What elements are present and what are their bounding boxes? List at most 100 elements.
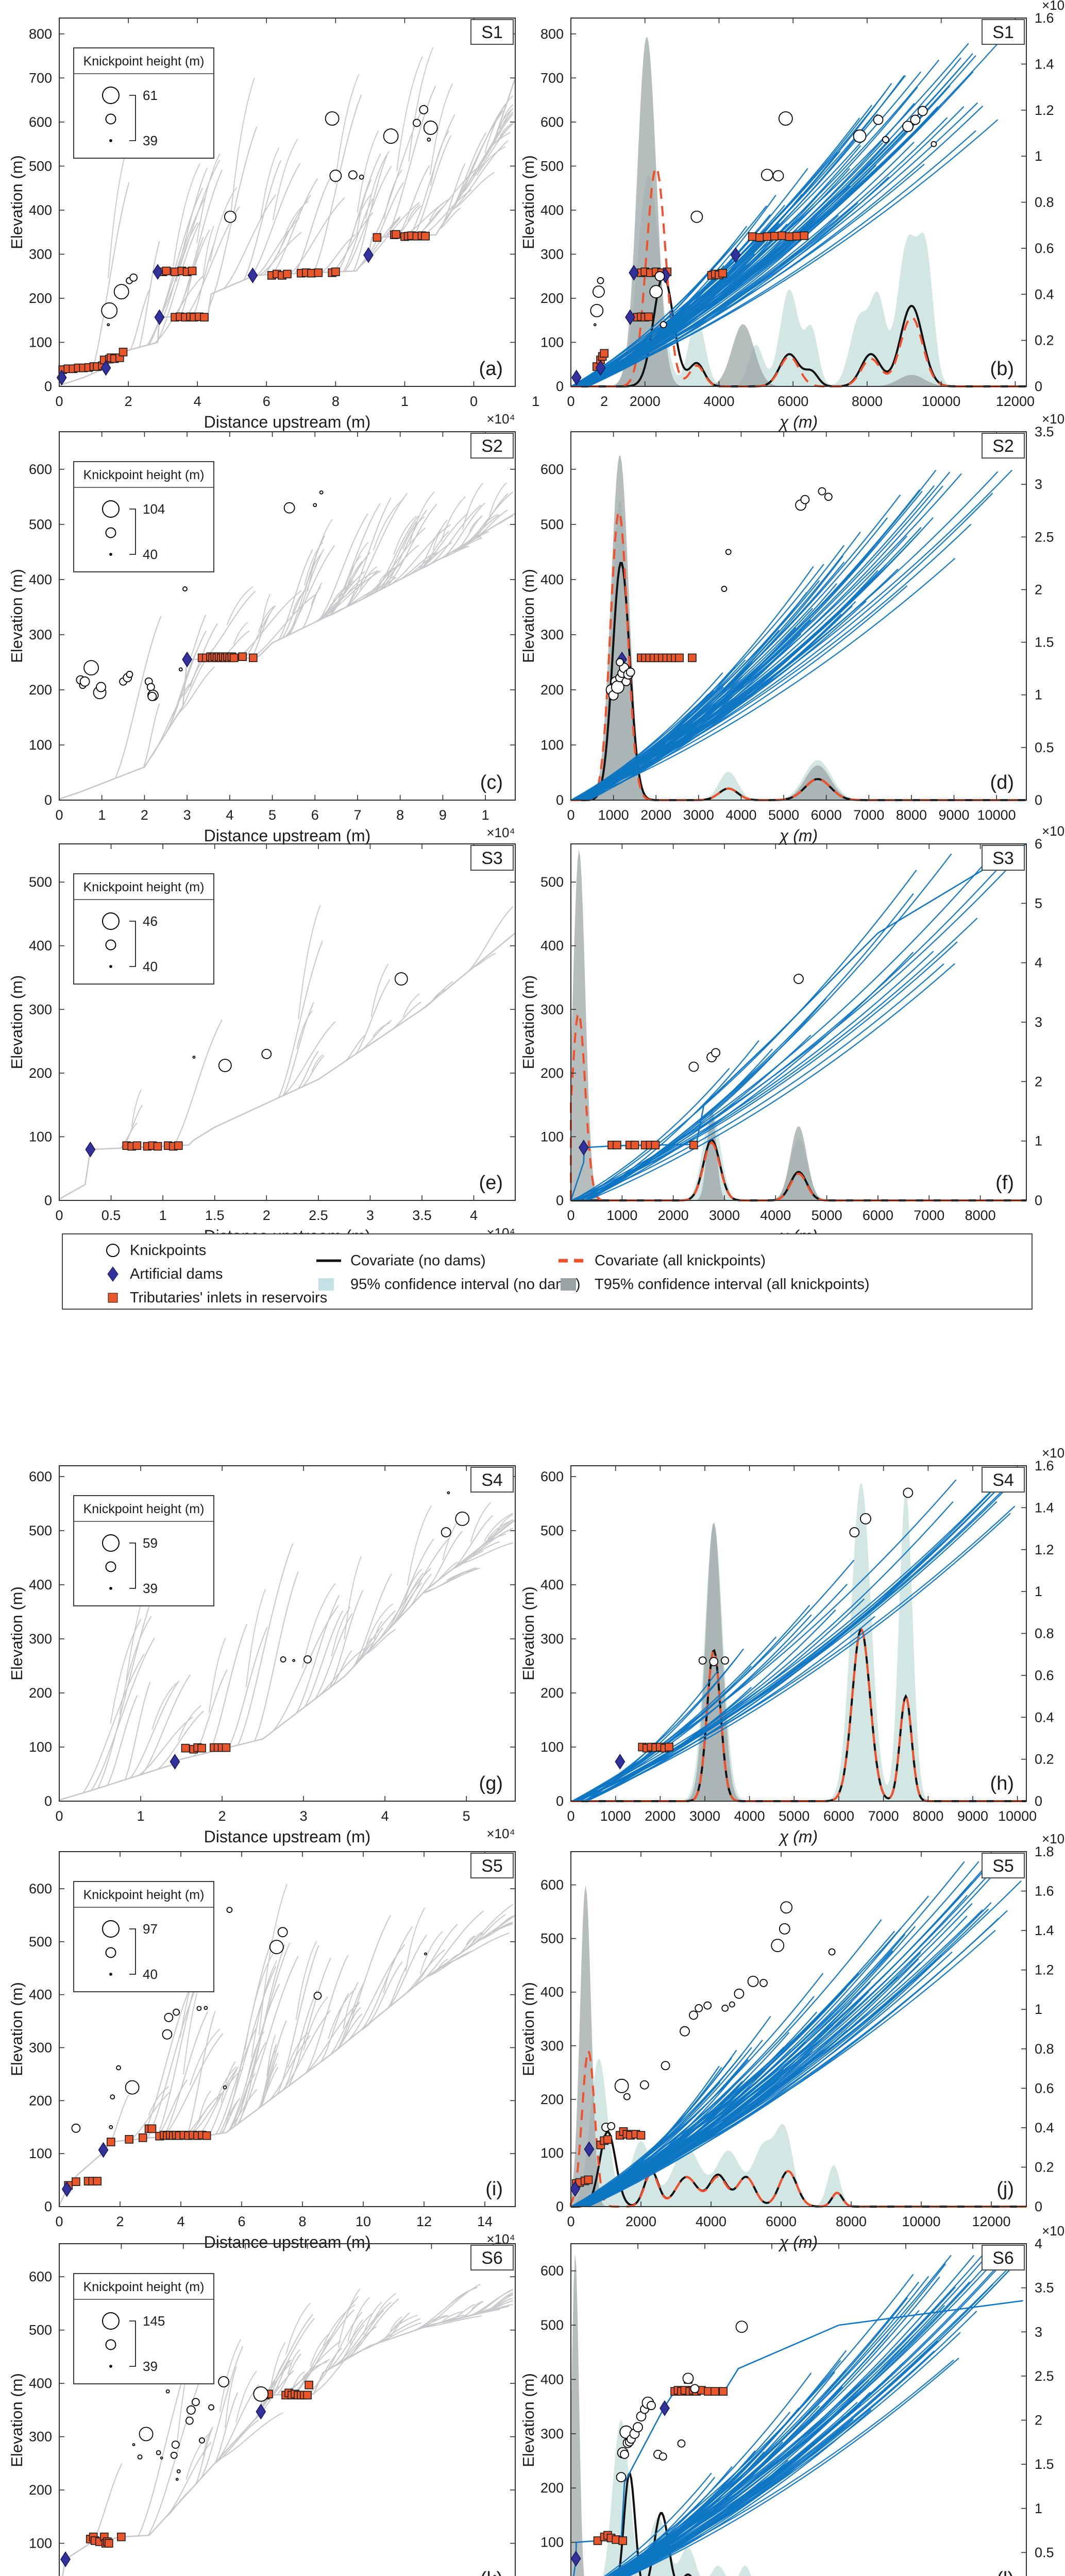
panel-letter: (i) [485, 2178, 503, 2200]
x-tick-label: 8000 [852, 394, 883, 409]
river-line [390, 524, 451, 586]
rho-tick-label: 1 [1035, 2002, 1042, 2017]
river-line [367, 527, 426, 597]
knickpoint-marker [616, 2472, 627, 2483]
river-line [345, 570, 378, 597]
y-tick-label: 600 [540, 1877, 564, 1893]
y-tick-label: 300 [540, 1002, 564, 1017]
river-line [374, 1621, 383, 1640]
x-tick-label: 8000 [836, 2214, 867, 2229]
x-tick-label: 10 [356, 2214, 371, 2229]
chi-profile-line [570, 672, 723, 801]
rho-tick-label: 0 [1035, 2199, 1042, 2214]
river-line [289, 549, 325, 635]
river-line [471, 2301, 483, 2310]
legend-item-knickpoints: Knickpoints [104, 1239, 327, 1262]
chi-profile-line [581, 538, 883, 801]
river-line [429, 83, 453, 176]
kp-size-bracket [129, 2320, 136, 2367]
plot-box [59, 1465, 516, 1802]
knickpoint-marker [383, 128, 399, 144]
chi-profile-line [578, 1479, 1016, 1802]
x-tick-label: 4 [470, 1208, 478, 1223]
river-line [293, 2371, 305, 2386]
legend-label-ci-all: T95% confidence interval (all knickpoint… [595, 1276, 870, 1293]
river-line [486, 2294, 514, 2312]
tributary-inlet-marker [755, 233, 764, 242]
artificial-dam-marker [730, 247, 741, 263]
covariate-all-knickpoints-line [571, 509, 1026, 801]
kp-size-max-icon [102, 1920, 120, 1938]
x-tick-label: 3000 [709, 1208, 740, 1223]
rho-tick-label: 1.6 [1035, 10, 1054, 26]
ci-all-swatch-icon [561, 1278, 576, 1291]
knickpoint-swatch-icon [106, 1244, 120, 1257]
river-line [277, 1945, 319, 2095]
river-line [430, 130, 450, 186]
river-line [320, 1993, 349, 2062]
river-line [263, 195, 312, 276]
y-axis-label: Elevation (m) [8, 2373, 26, 2467]
x-axis-label: Distance upstream (m) [204, 826, 371, 845]
knickpoint-marker [698, 1656, 707, 1665]
chi-profile-line [572, 853, 1022, 1201]
chi-profile-line [578, 1598, 865, 1802]
y-tick-label: 100 [29, 1129, 52, 1144]
rho-tick-label: 0.8 [1035, 2041, 1054, 2057]
river-line [366, 1603, 393, 1645]
rho-tick-label: 0.5 [1035, 2545, 1054, 2560]
tributary-inlet-marker [785, 232, 794, 241]
river-line [409, 114, 455, 236]
tributary-inlet-marker [636, 2131, 646, 2140]
artificial-dam-marker [595, 360, 606, 376]
knickpoint-marker [910, 114, 921, 125]
y-tick-label: 500 [29, 1934, 52, 1950]
river-line [474, 953, 496, 968]
knickpoint-marker [178, 667, 183, 672]
tributary-inlet-marker [331, 267, 340, 276]
chi-profile-line [574, 918, 978, 1201]
kp-legend-box [73, 461, 214, 572]
river-line [114, 616, 162, 779]
river-line [301, 1055, 325, 1088]
panel-letter: (g) [479, 1773, 503, 1794]
y-tick-label: 200 [540, 1685, 564, 1701]
ci-no-dams-fill [571, 174, 1026, 386]
chi-profile-line [585, 140, 891, 387]
chi-profile-line [606, 2274, 914, 2576]
kp-size-min-icon [109, 1973, 112, 1976]
chi-profile-line [572, 607, 814, 801]
knickpoint-marker [654, 271, 665, 282]
kp-legend-title: Knickpoint height (m) [83, 880, 205, 894]
legend-item-cov-all: Covariate (all knickpoints) [557, 1249, 870, 1273]
river-line [198, 2066, 239, 2136]
river-line [272, 1605, 339, 1732]
knickpoint-marker [125, 2080, 140, 2095]
kp-legend-title: Knickpoint height (m) [83, 468, 205, 482]
knickpoint-marker [680, 2026, 690, 2037]
x-tick-label: 12000 [972, 2214, 1010, 2229]
panel-title-box [470, 19, 514, 45]
river-line [163, 2011, 209, 2138]
river-line [413, 135, 452, 236]
knickpoint-marker [139, 2427, 154, 2442]
knickpoint-marker [917, 106, 928, 116]
river-line [265, 2318, 315, 2396]
y-tick-label: 200 [29, 2093, 52, 2108]
x-tick-label: 8000 [912, 1808, 943, 1824]
river-line [332, 583, 352, 602]
river-line [391, 218, 400, 228]
y-tick-label: 200 [29, 682, 52, 698]
river-line [494, 1923, 513, 1931]
rho-tick-label: 0 [1035, 379, 1042, 394]
rho-tick-label: 5 [1035, 895, 1042, 911]
knickpoint-height-legend: Knickpoint height (m) 61 39 [73, 47, 214, 159]
river-line [343, 1981, 359, 2029]
kp-size-mid-icon [105, 939, 116, 951]
chi-profile-line [588, 555, 844, 801]
panel-title-box [982, 433, 1025, 459]
knickpoint-marker [597, 277, 604, 284]
y-tick-label: 400 [29, 572, 52, 587]
y-tick-label: 200 [29, 1065, 52, 1081]
y-tick-label: 400 [540, 202, 564, 218]
